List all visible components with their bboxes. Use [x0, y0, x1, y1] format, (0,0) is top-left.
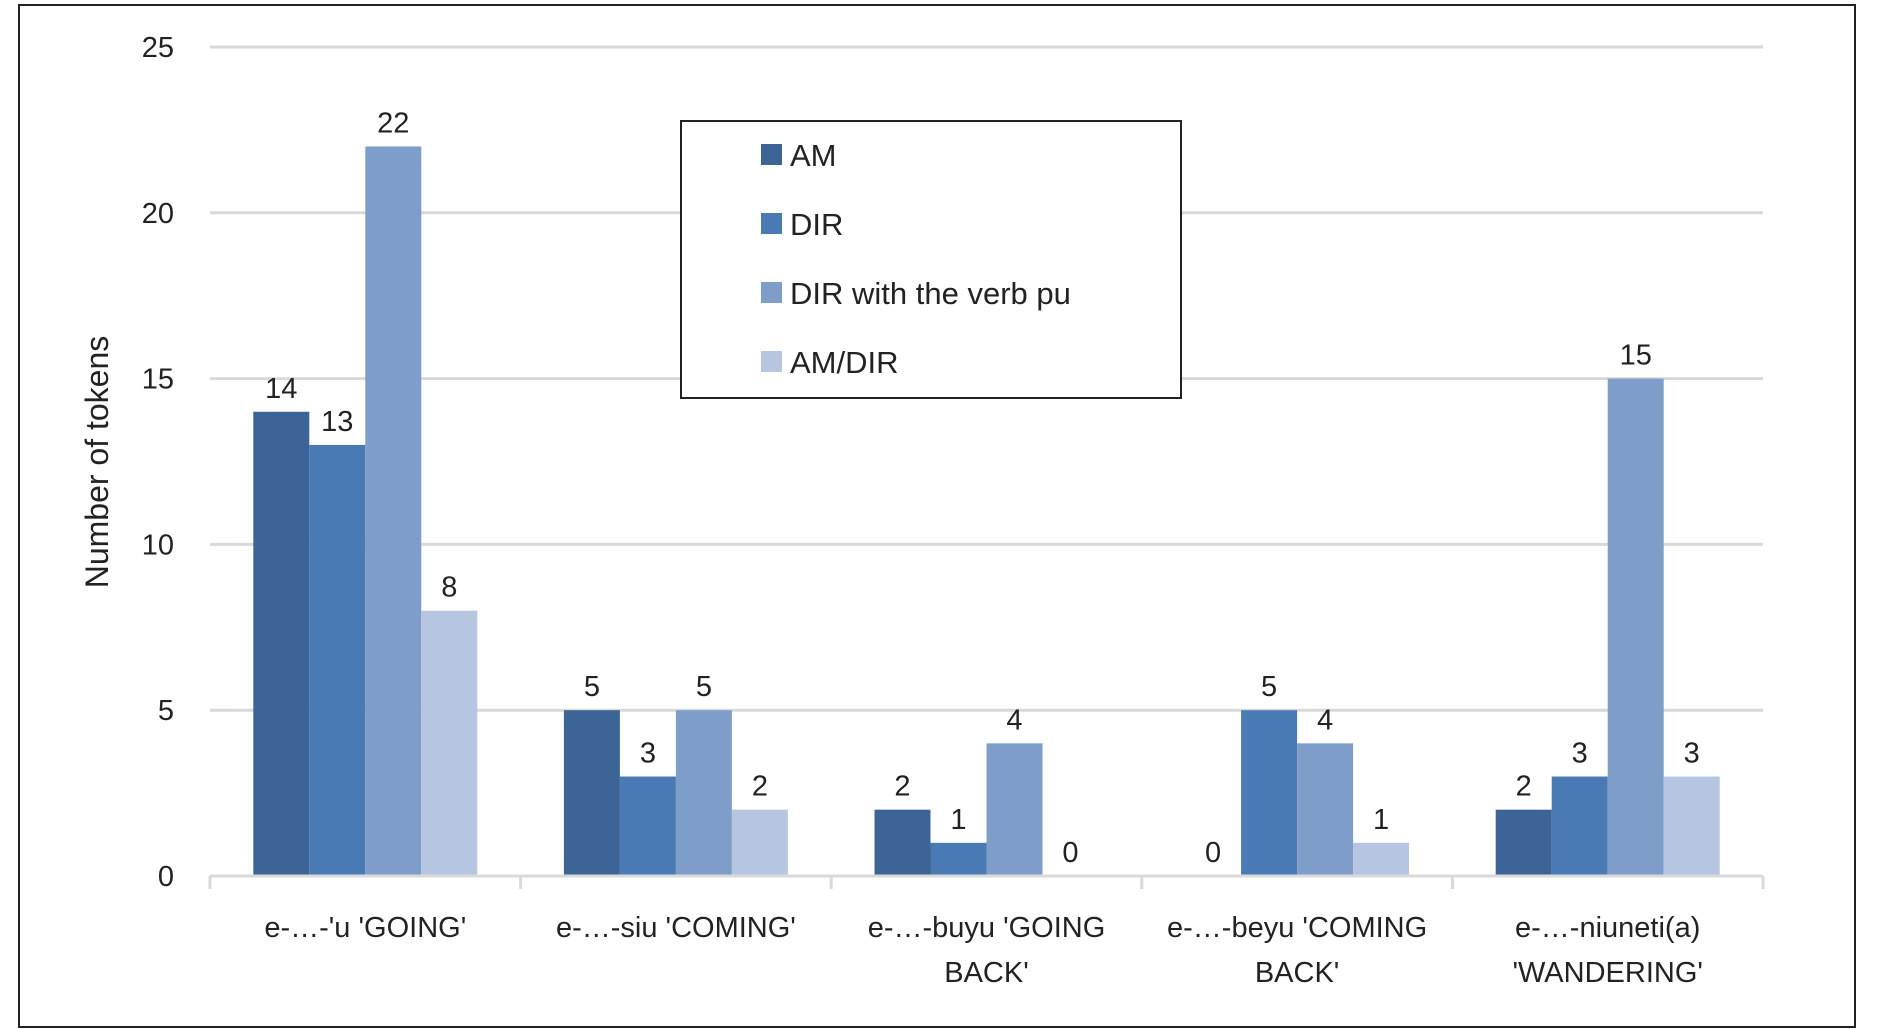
data-label: 1: [950, 804, 966, 836]
y-tick-label: 5: [158, 695, 174, 727]
bar: [619, 776, 676, 876]
legend-swatch: [761, 282, 782, 303]
bar: [1607, 378, 1664, 876]
data-label: 0: [1062, 837, 1078, 869]
y-tick-label: 0: [158, 861, 174, 893]
bar: [253, 411, 310, 876]
x-tick-label: 'WANDERING': [1512, 957, 1702, 989]
x-tick-label: e-…-buyu 'GOING: [868, 912, 1106, 944]
data-label: 3: [640, 738, 656, 770]
bar: [1241, 710, 1298, 876]
data-label: 22: [377, 107, 409, 139]
legend-label: AM/DIR: [790, 345, 899, 380]
y-tick-label: 10: [142, 529, 174, 561]
x-tick-label: e-…-beyu 'COMING: [1167, 912, 1427, 944]
bar: [731, 809, 788, 876]
data-label: 14: [265, 373, 297, 405]
x-tick-label: e-…-'u 'GOING': [264, 912, 466, 944]
legend-label: DIR with the verb pu: [790, 276, 1071, 311]
bar: [365, 146, 422, 877]
y-axis-label: Number of tokens: [79, 336, 115, 589]
data-label: 2: [1516, 771, 1532, 803]
bar: [1663, 776, 1720, 876]
legend-swatch: [761, 144, 782, 165]
bar: [563, 710, 620, 876]
bar: [421, 610, 478, 876]
bar: [1353, 842, 1410, 876]
data-label: 2: [752, 771, 768, 803]
bar: [1297, 743, 1354, 876]
data-label: 3: [1572, 738, 1588, 770]
data-label: 8: [441, 572, 457, 604]
legend-box: [680, 120, 1182, 399]
data-label: 15: [1620, 340, 1652, 372]
y-tick-label: 15: [142, 364, 174, 396]
bars: [253, 146, 1720, 877]
data-label: 5: [1261, 671, 1277, 703]
bar: [986, 743, 1043, 876]
data-label: 3: [1684, 738, 1700, 770]
bar: [309, 444, 366, 876]
legend: AM DIR DIR with the verb pu AM/DIR: [680, 120, 1182, 399]
legend-label: DIR: [790, 207, 843, 242]
y-tick-label: 20: [142, 198, 174, 230]
data-label: 0: [1205, 837, 1221, 869]
legend-label: AM: [790, 138, 837, 173]
bar: [1551, 776, 1608, 876]
data-label: 13: [321, 406, 353, 438]
y-tick-label: 25: [142, 32, 174, 64]
x-tick-label: e-…-siu 'COMING': [556, 912, 796, 944]
bar: [675, 710, 732, 876]
bar: [874, 809, 931, 876]
data-label: 2: [894, 771, 910, 803]
data-label: 4: [1317, 704, 1333, 736]
legend-swatch: [761, 351, 782, 372]
data-label: 5: [696, 671, 712, 703]
data-label: 1: [1373, 804, 1389, 836]
data-label: 5: [584, 671, 600, 703]
x-tick-label: e-…-niuneti(a): [1515, 912, 1700, 944]
bar: [1495, 809, 1552, 876]
legend-swatch: [761, 213, 782, 234]
data-label: 4: [1006, 704, 1022, 736]
bar: [930, 842, 987, 876]
x-tick-label: BACK': [1255, 957, 1340, 989]
x-tick-label: BACK': [944, 957, 1029, 989]
